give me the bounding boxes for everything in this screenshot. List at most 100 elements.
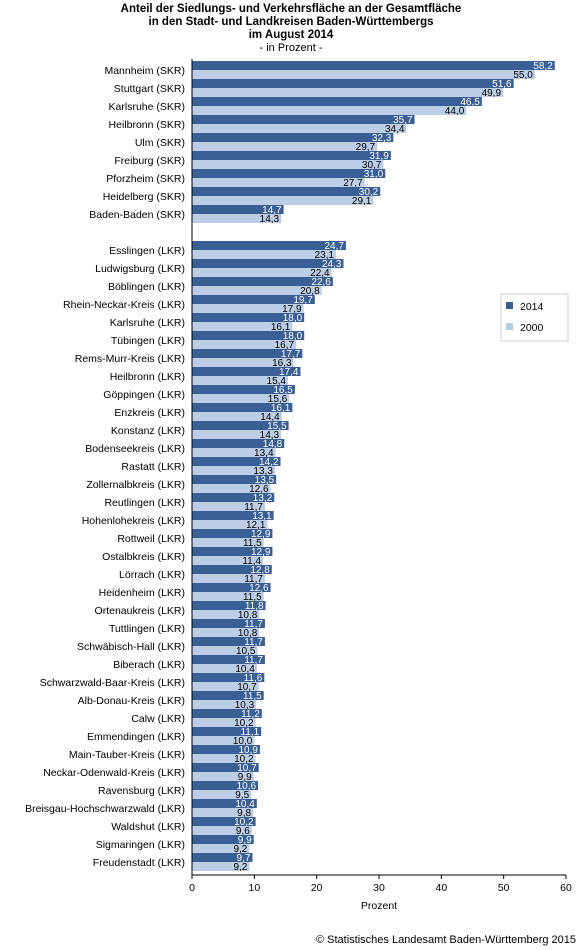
- bar-2014: [192, 421, 289, 430]
- category-label: Reutlingen (LKR): [104, 497, 185, 509]
- data-label-2014: 19,7: [293, 295, 313, 306]
- bar-2000: [192, 466, 275, 475]
- bar-2000: [192, 592, 264, 601]
- title-line-3: im August 2014: [248, 29, 334, 41]
- data-label-2000: 9,9: [238, 772, 252, 783]
- category-label: Heilbronn (LKR): [110, 371, 185, 383]
- category-label: Bodenseekreis (LKR): [85, 443, 185, 455]
- data-label-2014: 18,0: [283, 331, 303, 342]
- data-label-2000: 11,5: [243, 538, 262, 549]
- data-label-2014: 13,2: [253, 493, 273, 504]
- data-label-2014: 18,0: [283, 313, 303, 324]
- bar-2000: [192, 574, 265, 583]
- category-label: Rastatt (LKR): [121, 461, 185, 473]
- category-label: Schwäbisch-Hall (LKR): [77, 641, 185, 653]
- data-label-2000: 14,4: [260, 412, 280, 423]
- data-label-2000: 16,1: [271, 322, 291, 333]
- bar-2014: [192, 781, 259, 790]
- data-label-2000: 16,7: [275, 340, 295, 351]
- legend-label: 2014: [520, 301, 544, 313]
- x-tick-label: 0: [189, 882, 195, 894]
- category-label: Ravensburg (LKR): [98, 785, 185, 797]
- data-label-2000: 55,0: [513, 70, 533, 81]
- data-label-2000: 12,1: [246, 520, 266, 531]
- data-label-2014: 12,9: [251, 547, 271, 558]
- bar-2014: [192, 169, 386, 178]
- x-axis-label: Prozent: [361, 900, 397, 912]
- data-label-2000: 13,4: [254, 448, 274, 459]
- bar-2014: [192, 619, 265, 628]
- bar-2014: [192, 151, 391, 160]
- data-label-2014: 14,7: [262, 205, 282, 216]
- data-label-2000: 9,8: [237, 808, 251, 819]
- bar-2000: [192, 214, 282, 223]
- data-label-2014: 14,2: [259, 457, 279, 468]
- bar-2014: [192, 637, 265, 646]
- category-label: Freudenstadt (LKR): [93, 857, 185, 869]
- category-label: Freiburg (SKR): [114, 155, 185, 167]
- bar-2014: [192, 493, 275, 502]
- data-label-2014: 51,6: [492, 79, 512, 90]
- bar-2014: [192, 529, 273, 538]
- data-label-2014: 11,7: [244, 619, 263, 630]
- bar-2014: [192, 295, 315, 304]
- bar-2000: [192, 826, 252, 835]
- bar-2014: [192, 457, 281, 466]
- bar-2014: [192, 241, 346, 250]
- data-label-2014: 11,7: [244, 655, 263, 666]
- data-label-2014: 13,1: [252, 511, 272, 522]
- bar-2000: [192, 520, 268, 529]
- data-label-2000: 10,8: [238, 628, 258, 639]
- category-label: Ortenaukreis (LKR): [95, 605, 185, 617]
- data-label-2014: 15,5: [267, 421, 287, 432]
- data-label-2000: 11,5: [243, 592, 262, 603]
- data-label-2000: 15,6: [268, 394, 288, 405]
- category-label: Heidelberg (SKR): [103, 191, 185, 203]
- x-tick-label: 60: [560, 882, 572, 894]
- x-tick-label: 50: [498, 882, 510, 894]
- category-label: Göppingen (LKR): [103, 389, 185, 401]
- bar-2000: [192, 106, 467, 115]
- data-label-2000: 29,1: [352, 196, 372, 207]
- data-label-2000: 23,1: [315, 250, 335, 261]
- bar-2000: [192, 682, 259, 691]
- data-label-2000: 15,4: [267, 376, 287, 387]
- bar-2014: [192, 259, 344, 268]
- bar-2000: [192, 700, 257, 709]
- category-label: Karlsruhe (SKR): [109, 101, 185, 113]
- data-label-2014: 31,9: [369, 151, 389, 162]
- bar-2014: [192, 853, 253, 862]
- category-label: Rems-Murr-Kreis (LKR): [75, 353, 185, 365]
- bar-2014: [192, 511, 274, 520]
- category-label: Rhein-Neckar-Kreis (LKR): [63, 299, 185, 311]
- category-label: Rottweil (LKR): [117, 533, 185, 545]
- category-label: Baden-Baden (SKR): [89, 209, 185, 221]
- data-label-2000: 13,3: [253, 466, 273, 477]
- bar-2000: [192, 628, 260, 637]
- data-label-2014: 24,3: [322, 259, 342, 270]
- category-label: Hohenlohekreis (LKR): [82, 515, 185, 527]
- data-label-2000: 9,2: [233, 862, 247, 873]
- bar-2014: [192, 439, 285, 448]
- copyright-footer: © Statistisches Landesamt Baden-Württemb…: [315, 934, 576, 946]
- category-label: Alb-Donau-Kreis (LKR): [78, 695, 185, 707]
- bar-2014: [192, 205, 284, 214]
- title-line-2: in den Stadt- und Landkreisen Baden-Würt…: [148, 16, 434, 28]
- data-label-2014: 17,4: [279, 367, 299, 378]
- bar-2000: [192, 304, 304, 313]
- bar-2014: [192, 817, 256, 826]
- data-label-2000: 9,2: [233, 844, 247, 855]
- bar-2000: [192, 790, 252, 799]
- data-label-2000: 49,9: [482, 88, 502, 99]
- bar-2014: [192, 799, 257, 808]
- bar-2014: [192, 331, 305, 340]
- bar-2014: [192, 673, 265, 682]
- data-label-2014: 11,2: [241, 709, 260, 720]
- x-tick-label: 10: [248, 882, 260, 894]
- data-label-2000: 11,7: [244, 502, 263, 513]
- data-label-2000: 11,7: [244, 574, 263, 585]
- data-label-2014: 10,7: [237, 763, 257, 774]
- data-label-2000: 10,8: [238, 610, 258, 621]
- data-label-2014: 35,7: [393, 115, 413, 126]
- data-label-2000: 29,7: [356, 142, 376, 153]
